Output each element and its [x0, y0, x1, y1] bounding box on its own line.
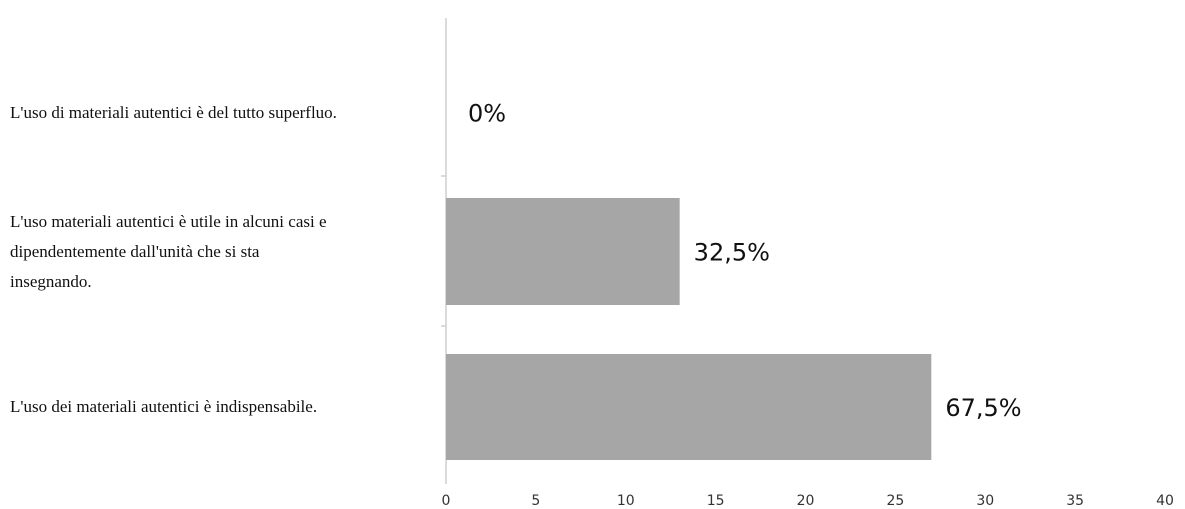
category-label: L'uso dei materiali autentici è indispen…: [10, 392, 435, 422]
data-label: 32,5%: [694, 239, 770, 267]
category-label-line: dipendentemente dall'unità che si sta: [10, 241, 260, 261]
category-label-line: insegnando.: [10, 271, 92, 291]
x-tick-label: 25: [886, 493, 904, 509]
category-label-line: L'uso dei materiali autentici è indispen…: [10, 397, 318, 416]
x-tick-label: 40: [1156, 493, 1174, 509]
x-tick-label: 10: [617, 493, 635, 509]
data-label: 67,5%: [945, 394, 1021, 422]
bar: [446, 354, 932, 460]
category-label: L'uso di materiali autentici è del tutto…: [10, 98, 435, 128]
category-label-line: L'uso di materiali autentici è del tutto…: [10, 102, 337, 122]
x-tick-label: 20: [797, 493, 815, 509]
category-label-line: L'uso materiali autentici è utile in alc…: [10, 211, 327, 231]
x-tick-label: 30: [976, 493, 994, 509]
x-tick-label: 35: [1066, 493, 1084, 509]
category-label: L'uso materiali autentici è utile in alc…: [10, 207, 435, 297]
x-tick-label: 15: [707, 493, 725, 509]
x-tick-label: 5: [531, 493, 540, 509]
data-label: 0%: [468, 100, 506, 128]
x-tick-label: 0: [442, 493, 451, 509]
bar: [446, 198, 680, 305]
